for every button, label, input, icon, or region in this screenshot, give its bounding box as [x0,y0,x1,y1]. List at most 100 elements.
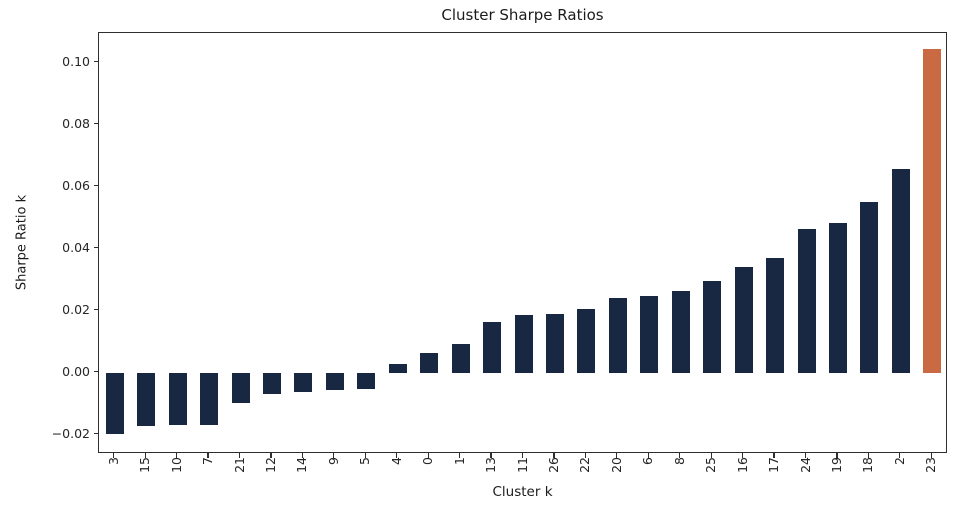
x-tick-label-0: 0 [420,457,436,465]
bar-cluster-20 [608,298,627,373]
y-axis-label: Sharpe Ratio k [14,194,30,291]
x-tick-mark [553,453,555,458]
x-tick-mark [836,453,838,458]
y-tick-label: 0.00 [62,363,90,379]
x-tick-mark [458,453,461,458]
bar-cluster-3 [105,372,124,434]
bar-cluster-6 [640,296,659,373]
x-tick-label-9: 9 [325,457,341,465]
y-tick-label: −0.02 [51,425,90,441]
bar-cluster-17 [766,257,785,373]
x-tick-mark [616,453,618,458]
plot-area [98,32,947,453]
bar-cluster-13 [483,322,502,373]
x-axis-label: Cluster k [492,484,553,500]
y-tick-mark [93,309,98,311]
y-tick-mark [93,185,98,187]
x-tick-label-4: 4 [388,457,404,465]
x-tick-mark [679,453,681,458]
bar-cluster-21 [231,372,250,403]
x-tick-mark [741,453,744,458]
bar-cluster-26 [545,313,564,373]
x-tick-label-25: 25 [703,457,719,473]
x-tick-label-14: 14 [294,457,310,473]
x-tick-label-26: 26 [545,457,561,473]
x-tick-mark [521,453,524,458]
x-tick-label-12: 12 [262,457,278,473]
bar-cluster-25 [703,281,722,373]
x-tick-label-5: 5 [357,457,373,465]
x-tick-label-13: 13 [483,457,499,473]
x-tick-label-8: 8 [671,457,687,465]
x-tick-mark [427,453,429,458]
x-tick-mark [867,453,870,458]
y-tick-label: 0.04 [62,239,90,255]
bar-cluster-7 [200,372,219,425]
x-tick-mark [238,453,241,458]
bar-cluster-14 [294,372,313,393]
bar-cluster-11 [514,315,533,373]
x-tick-mark [207,453,209,458]
x-tick-label-17: 17 [766,457,782,473]
bar-cluster-19 [828,223,847,373]
bar-cluster-4 [388,364,407,373]
y-tick-mark [93,123,98,125]
y-tick-mark [93,247,98,249]
y-tick-label: 0.06 [62,177,90,193]
chart-title: Cluster Sharpe Ratios [441,6,604,24]
x-tick-label-10: 10 [168,457,184,473]
bar-cluster-1 [451,344,470,373]
y-tick-mark [93,371,98,373]
bar-cluster-9 [325,372,344,390]
y-tick-label: 0.02 [62,301,90,317]
x-tick-mark [899,453,901,458]
y-tick-mark [93,433,98,435]
bar-cluster-2 [891,168,910,373]
x-tick-mark [364,453,366,458]
x-tick-mark [301,453,304,458]
y-tick-mark [93,61,98,63]
y-tick-label: 0.08 [62,115,90,131]
bar-cluster-12 [262,372,281,395]
bar-cluster-0 [420,352,439,373]
x-tick-label-18: 18 [860,457,876,473]
x-tick-mark [647,453,649,458]
x-tick-mark [113,453,115,458]
x-tick-label-19: 19 [828,457,844,473]
x-tick-mark [175,453,178,458]
x-tick-mark [270,453,272,458]
x-tick-mark [144,453,146,458]
x-tick-mark [490,453,492,458]
bar-cluster-23 [923,49,942,373]
x-tick-mark [396,453,398,458]
x-tick-mark [710,453,712,458]
x-tick-label-16: 16 [734,457,750,473]
bar-cluster-16 [734,267,753,373]
x-tick-label-1: 1 [451,457,467,465]
bar-cluster-5 [357,372,376,389]
y-tick-label: 0.10 [62,53,90,69]
x-tick-label-22: 22 [577,457,593,473]
bar-cluster-8 [671,290,690,373]
x-tick-mark [773,453,775,458]
x-tick-mark [584,453,587,458]
bar-cluster-10 [168,372,187,426]
x-tick-mark [930,453,932,458]
x-tick-label-3: 3 [105,457,121,465]
bar-cluster-22 [577,308,596,373]
bar-cluster-18 [860,201,879,373]
x-tick-label-20: 20 [608,457,624,473]
x-tick-label-2: 2 [891,457,907,465]
x-tick-label-24: 24 [797,457,813,473]
x-tick-label-6: 6 [640,457,656,465]
x-tick-label-21: 21 [231,457,247,473]
x-tick-label-11: 11 [514,457,530,473]
x-tick-label-15: 15 [137,457,153,473]
x-tick-label-23: 23 [923,457,939,473]
bar-cluster-24 [797,228,816,373]
x-tick-mark [333,453,335,458]
bar-cluster-15 [137,372,156,427]
x-tick-label-7: 7 [200,457,216,465]
x-tick-mark [804,453,807,458]
